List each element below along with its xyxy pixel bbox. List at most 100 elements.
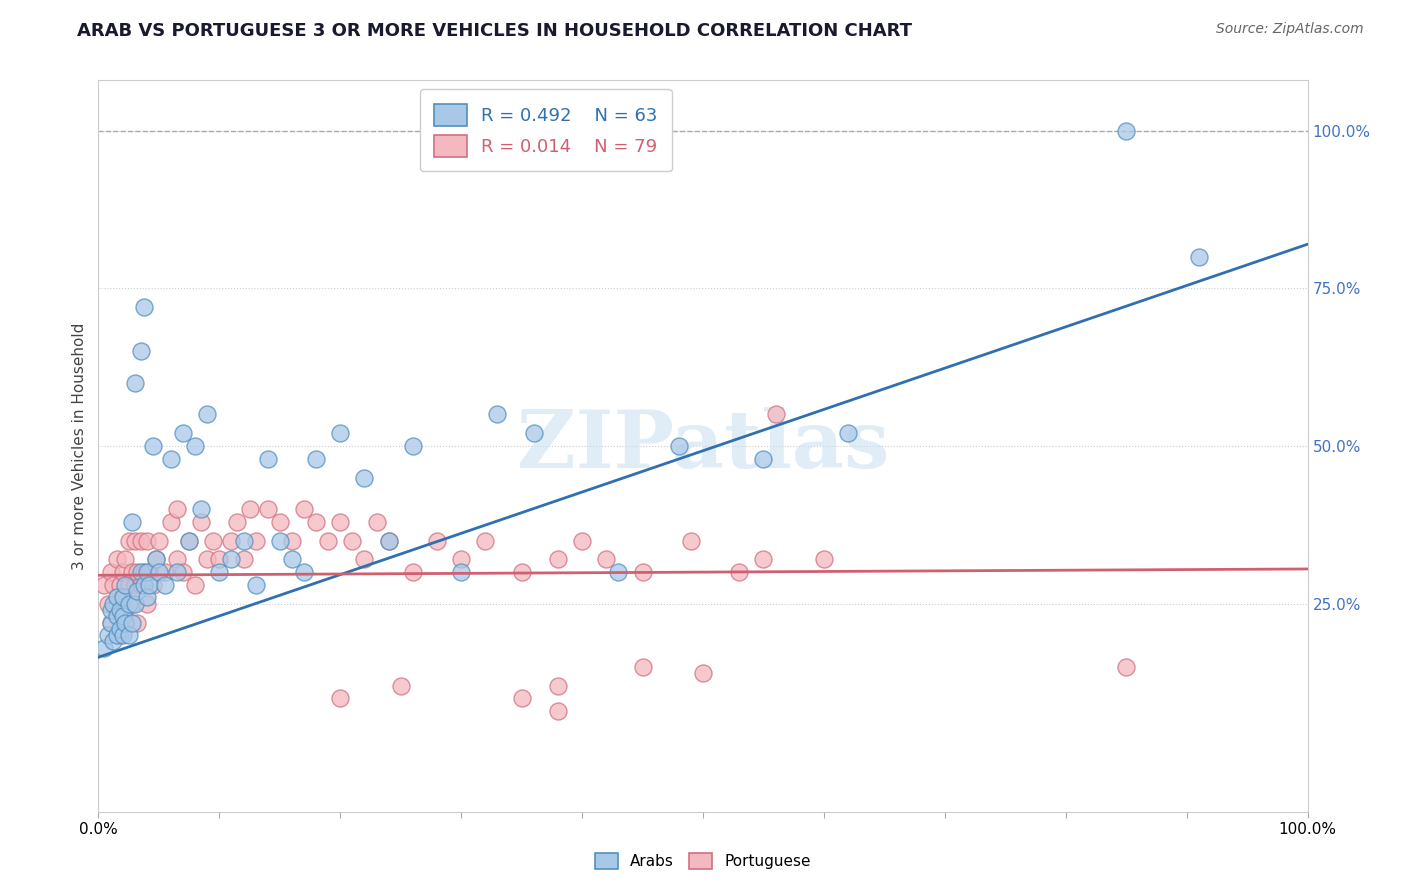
Point (121, 515, 143, 529)
Point (837, 426, 859, 441)
Point (366, 515, 388, 529)
Point (377, 533, 399, 548)
Point (100, 565, 122, 579)
Point (195, 408, 218, 422)
Point (256, 502, 278, 516)
Point (1115, 124, 1137, 138)
Legend: R = 0.492    N = 63, R = 0.014    N = 79: R = 0.492 N = 63, R = 0.014 N = 79 (420, 89, 672, 171)
Point (142, 578, 165, 592)
Point (166, 502, 188, 516)
Point (108, 578, 131, 592)
Point (97, 628, 120, 642)
Point (450, 552, 472, 566)
Point (595, 552, 617, 566)
Point (474, 533, 496, 548)
Point (129, 533, 152, 548)
Point (127, 584, 149, 599)
Point (100, 615, 122, 630)
Point (138, 565, 160, 579)
Point (221, 552, 243, 566)
Point (547, 679, 569, 693)
Point (184, 578, 207, 592)
Point (679, 533, 702, 548)
Point (765, 408, 787, 422)
Point (138, 578, 160, 592)
Point (232, 552, 254, 566)
Point (142, 439, 165, 453)
Point (166, 565, 188, 579)
Point (135, 565, 157, 579)
Point (124, 376, 146, 390)
Point (111, 628, 134, 642)
Point (547, 704, 569, 718)
Point (226, 515, 249, 529)
Point (547, 552, 569, 566)
Point (135, 597, 157, 611)
Point (269, 515, 291, 529)
Point (281, 533, 304, 548)
Point (114, 552, 136, 566)
Point (292, 502, 315, 516)
Y-axis label: 3 or more Vehicles in Household: 3 or more Vehicles in Household (72, 322, 87, 570)
Point (523, 426, 546, 441)
Point (752, 451, 775, 466)
Point (1115, 659, 1137, 673)
Point (97, 597, 120, 611)
Point (208, 552, 231, 566)
Point (184, 439, 207, 453)
Point (813, 552, 835, 566)
Point (108, 603, 131, 617)
Point (111, 565, 134, 579)
Point (245, 578, 267, 592)
Point (93, 640, 115, 655)
Point (329, 515, 352, 529)
Point (195, 552, 218, 566)
Point (571, 533, 593, 548)
Point (450, 565, 472, 579)
Point (124, 597, 146, 611)
Point (121, 615, 143, 630)
Point (172, 565, 194, 579)
Point (232, 533, 254, 548)
Point (281, 552, 304, 566)
Point (692, 665, 714, 680)
Point (134, 300, 156, 314)
Point (118, 578, 141, 592)
Point (145, 552, 167, 566)
Text: ARAB VS PORTUGUESE 3 OR MORE VEHICLES IN HOUSEHOLD CORRELATION CHART: ARAB VS PORTUGUESE 3 OR MORE VEHICLES IN… (77, 22, 912, 40)
Point (108, 622, 131, 636)
Text: Source: ZipAtlas.com: Source: ZipAtlas.com (1216, 22, 1364, 37)
Point (377, 533, 399, 548)
Point (292, 565, 315, 579)
Point (129, 565, 152, 579)
Point (105, 609, 128, 624)
Point (160, 451, 183, 466)
Point (166, 552, 188, 566)
Point (221, 533, 243, 548)
Point (134, 578, 156, 592)
Point (329, 691, 352, 706)
Point (148, 565, 170, 579)
Point (135, 533, 157, 548)
Point (145, 552, 167, 566)
Point (124, 578, 146, 592)
Point (114, 603, 136, 617)
Point (179, 533, 201, 548)
Point (105, 591, 128, 605)
Point (631, 565, 654, 579)
Point (101, 634, 124, 648)
Point (208, 565, 231, 579)
Point (256, 451, 278, 466)
Text: ZIPatlas: ZIPatlas (517, 407, 889, 485)
Point (269, 533, 291, 548)
Point (668, 439, 690, 453)
Point (728, 565, 751, 579)
Point (105, 628, 128, 642)
Point (631, 659, 654, 673)
Point (148, 533, 170, 548)
Point (172, 426, 194, 441)
Point (607, 565, 630, 579)
Point (114, 578, 136, 592)
Point (111, 591, 134, 605)
Point (100, 615, 122, 630)
